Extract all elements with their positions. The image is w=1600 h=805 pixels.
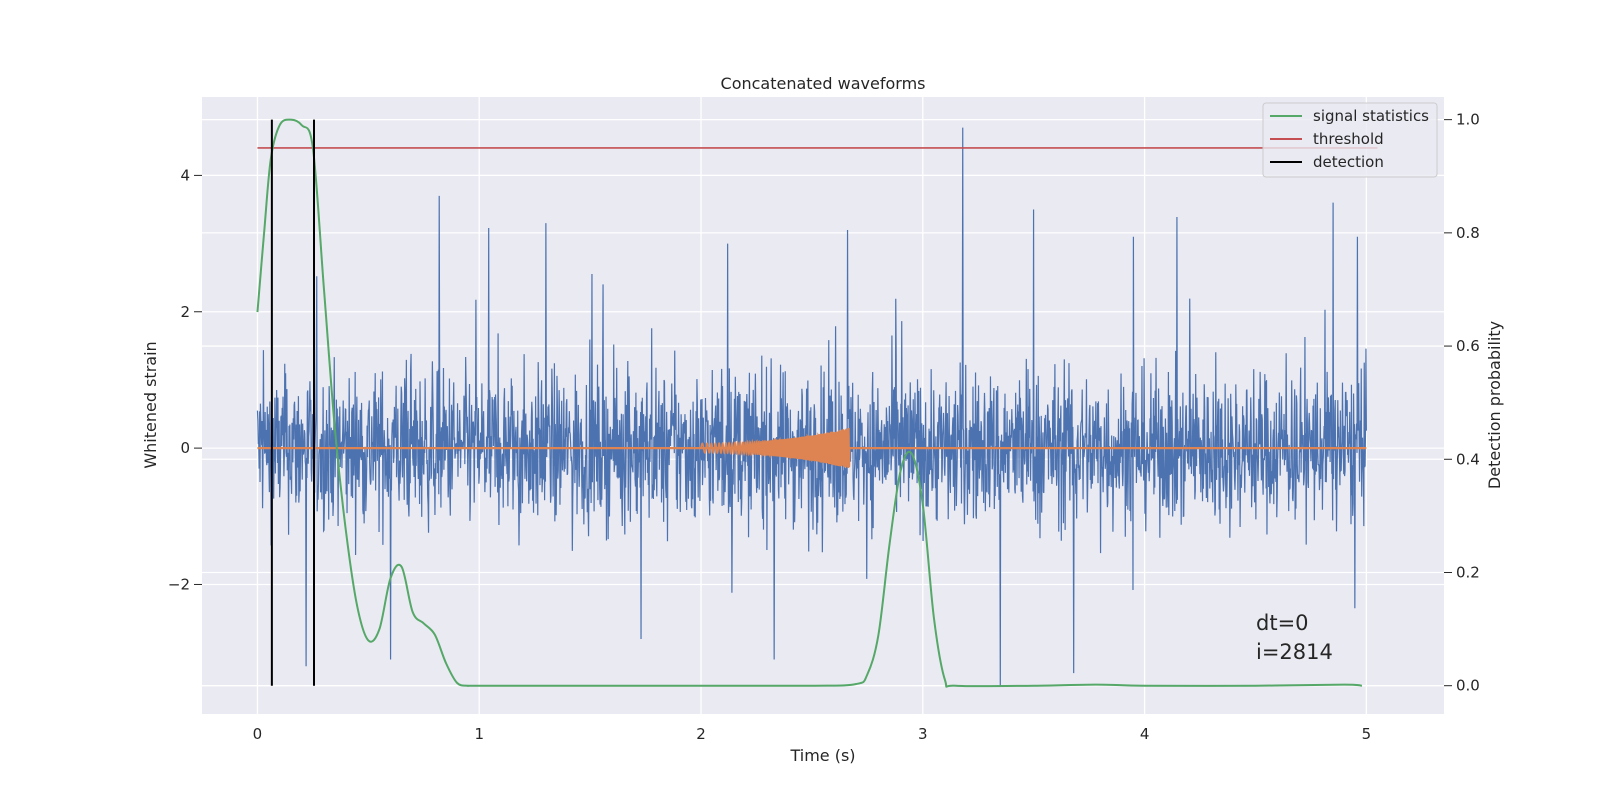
chart-title: Concatenated waveforms [721,74,926,93]
y-tick-label: 0 [180,439,190,457]
strain-series [256,127,1367,687]
x-tick-label: 2 [696,725,706,743]
y-axis-label: Whitened strain [141,341,160,468]
y2-tick-label: 0.4 [1456,450,1480,468]
strain-line [256,127,1367,687]
legend-label-signal-statistics: signal statistics [1313,107,1429,125]
x-tick-label: 3 [918,725,928,743]
annotation-i: i=2814 [1256,640,1333,664]
y-tick-label: 4 [180,166,190,184]
template-chirp [700,427,851,468]
y2-tick-label: 0.8 [1456,224,1480,242]
legend: signal statistics threshold detection [1262,102,1438,178]
y2-tick-label: 0.2 [1456,563,1480,581]
template-series [257,427,1367,468]
y-tick-label: −2 [168,575,190,593]
x-tick-label: 1 [474,725,484,743]
legend-label-threshold: threshold [1313,130,1384,148]
y2-axis-label: Detection probability [1485,321,1504,489]
x-tick-label: 0 [253,725,263,743]
legend-box [1262,102,1438,178]
x-axis-label: Time (s) [789,746,855,765]
x-tick-label: 4 [1140,725,1150,743]
y2-tick-label: 1.0 [1456,111,1480,129]
y2-tick-label: 0.6 [1456,337,1480,355]
y-tick-label: 2 [180,303,190,321]
legend-label-detection: detection [1313,153,1384,171]
overlay-series [256,118,1378,688]
signal-statistics-line [256,118,1363,688]
ticks: 0 1 2 3 4 5 −2 0 2 4 0.0 0.2 0.4 0.6 0.8 1.0 [168,111,1480,743]
x-tick-label: 5 [1362,725,1372,743]
annotation-dt: dt=0 [1256,611,1309,635]
y2-tick-label: 0.0 [1456,677,1480,695]
